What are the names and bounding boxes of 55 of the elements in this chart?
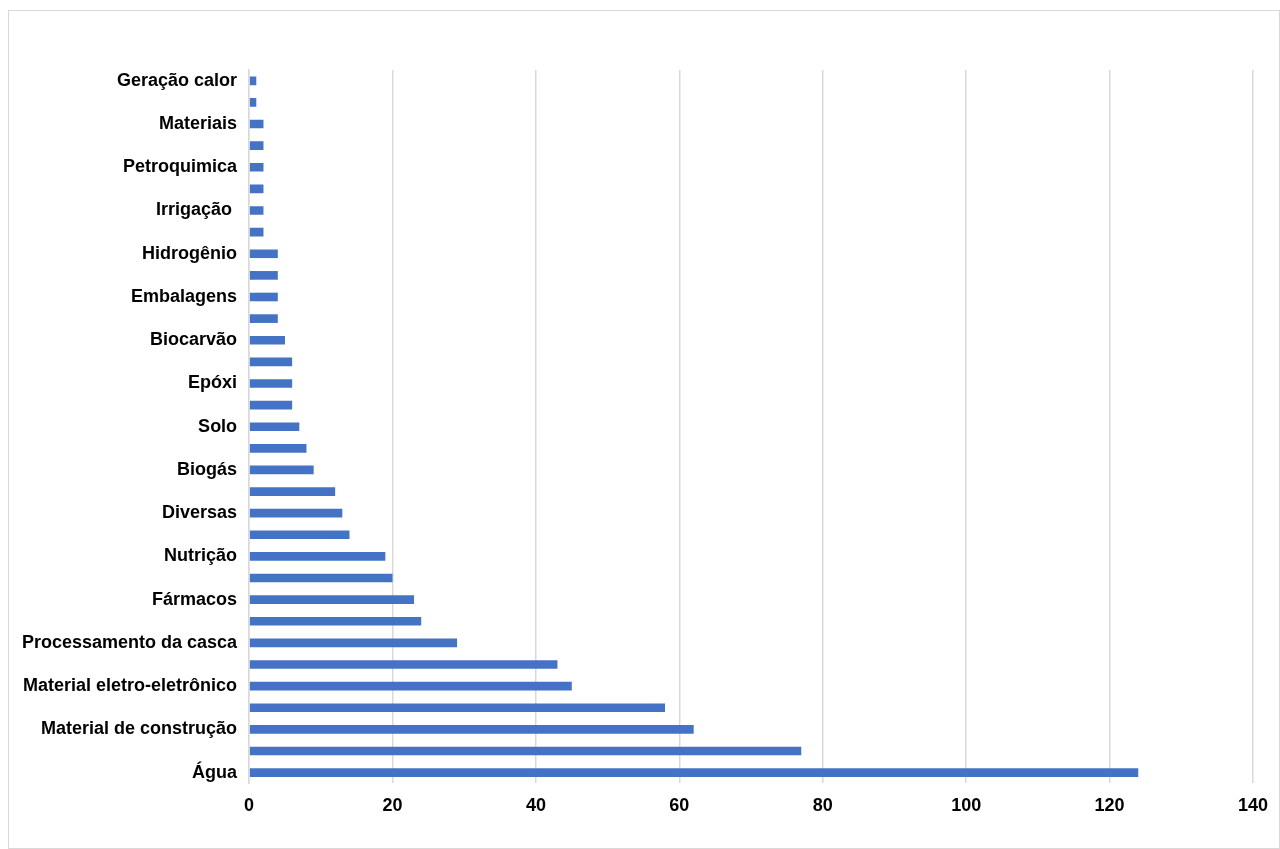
y-tick-label: Processamento da casca [22,631,239,652]
y-tick-label: Fármacos [152,588,238,609]
bar [249,573,393,583]
x-tick-label: 80 [812,795,833,816]
bar [249,681,572,691]
y-tick-label: Irrigação [156,199,238,220]
bar [249,76,257,86]
y-tick-label: Material de construção [41,718,238,739]
bar [249,530,350,540]
bar [249,422,300,432]
bar [249,660,558,669]
bar [249,206,264,215]
bar [249,508,343,518]
y-tick-label: Hidrogênio [142,242,238,263]
y-tick-label: Água [192,760,239,782]
y-tick-label: Embalagens [131,285,238,306]
bar [249,400,293,410]
x-tick-label: 120 [1094,795,1125,816]
bar [249,444,307,453]
y-tick-label: Geração calor [117,69,238,90]
bar [249,638,458,648]
x-tick-label: 100 [951,795,982,816]
x-tick-label: 140 [1237,795,1269,816]
y-tick-label: Solo [198,415,238,436]
y-tick-label: Diversas [162,502,238,523]
y-tick-label: Materiais [159,113,238,134]
bar [249,249,278,259]
bar [249,314,278,323]
bar [249,552,386,561]
bar [249,162,264,172]
y-tick-label: Epóxi [188,372,238,393]
y-tick-label: Petroquimica [123,156,239,177]
x-tick-label: 60 [669,795,690,816]
bar [249,595,415,604]
y-tick-label: Material eletro-eletrônico [23,675,238,696]
x-tick-label: 20 [382,795,403,816]
x-tick-label: 0 [244,795,255,816]
bar [249,379,293,388]
x-tick-label: 40 [525,795,546,816]
bar [249,746,802,756]
bar [249,768,1139,777]
y-tick-label: Biogás [177,458,238,479]
y-tick-label: Biocarvão [150,329,238,350]
bar [249,703,666,713]
bar [249,725,694,734]
bar [249,616,422,626]
bar [249,98,257,107]
bar [249,292,278,302]
bar [249,465,314,475]
bar [249,487,336,496]
bar [249,335,285,345]
bar [249,141,264,150]
bar [249,271,278,280]
bar [249,357,293,367]
y-tick-label: Nutrição [164,545,238,566]
